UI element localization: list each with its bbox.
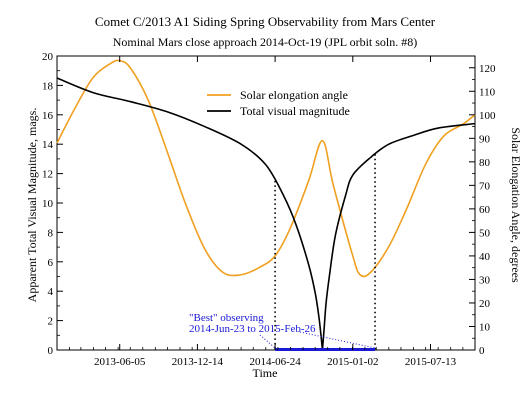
x-tick-label: 2015-07-13: [405, 356, 457, 368]
y-left-tick-label: 12: [42, 169, 53, 181]
x-tick-label: 2014-06-24: [249, 356, 301, 368]
axis-ticks: 2013-06-05 2013-12-14 2014-06-24 2015-01-02…: [42, 51, 496, 368]
y-left-tick-label: 10: [42, 198, 54, 210]
y-axis-label-right: Solar Elongation Angle, degrees: [509, 127, 523, 283]
x-tick-label: 2015-01-02: [327, 356, 378, 368]
y-left-tick-label: 16: [42, 110, 54, 122]
y-left-tick-label: 20: [42, 51, 54, 63]
y-right-tick-label: 80: [479, 157, 491, 169]
y-left-tick-label: 8: [48, 227, 54, 239]
y-left-tick-label: 14: [42, 139, 54, 151]
y-left-tick-label: 6: [48, 257, 54, 269]
series-line-elongation: [56, 59, 476, 278]
best-observing-annotation-line2: 2014-Jun-23 to 2015-Feb-26: [189, 323, 316, 335]
y-right-tick-label: 110: [479, 86, 496, 98]
annotation-leader-start: [259, 334, 276, 349]
chart-subtitle: Nominal Mars close approach 2014-Oct-19 …: [113, 35, 418, 49]
y-right-tick-label: 70: [479, 180, 491, 192]
legend-label-magnitude: Total visual magnitude: [240, 104, 350, 118]
y-right-tick-label: 30: [479, 274, 491, 286]
x-axis-label: Time: [253, 366, 278, 380]
legend-label-elongation: Solar elongation angle: [240, 88, 348, 102]
y-right-tick-label: 50: [479, 227, 491, 239]
y-right-tick-label: 60: [479, 204, 491, 216]
y-left-tick-label: 2: [48, 316, 54, 328]
x-tick-label: 2013-06-05: [94, 356, 146, 368]
legend: Solar elongation angle Total visual magni…: [207, 88, 350, 118]
y-right-tick-label: 20: [479, 298, 491, 310]
y-right-tick-label: 40: [479, 251, 491, 263]
y-axis-label-left: Apparent Total Visual Magnitude, mags.: [25, 108, 39, 303]
y-right-tick-label: 120: [479, 63, 496, 75]
y-left-tick-label: 18: [42, 80, 54, 92]
y-right-tick-label: 10: [479, 321, 491, 333]
chart-title: Comet C/2013 A1 Siding Spring Observabil…: [95, 14, 436, 29]
y-left-tick-label: 0: [48, 345, 54, 357]
annotation-leader-end: [299, 331, 376, 349]
y-left-tick-label: 4: [48, 286, 54, 298]
y-right-tick-label: 100: [479, 110, 496, 122]
x-tick-label: 2013-12-14: [172, 356, 224, 368]
series-line-magnitude: [56, 77, 476, 351]
y-right-tick-label: 90: [479, 133, 491, 145]
y-right-tick-label: 0: [479, 345, 485, 357]
best-observing-annotation-line1: "Best" observing: [189, 312, 264, 324]
